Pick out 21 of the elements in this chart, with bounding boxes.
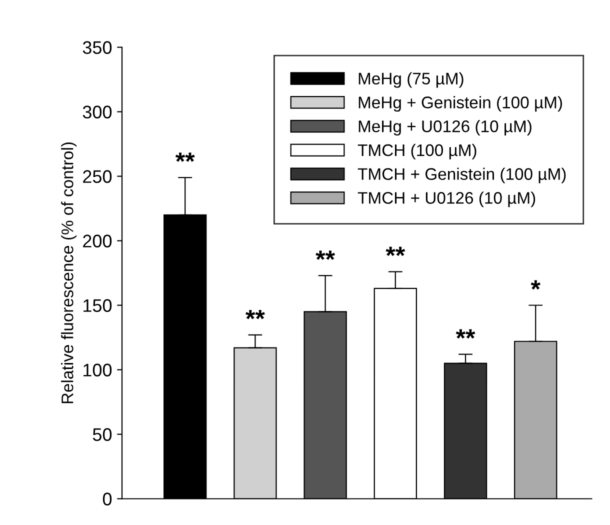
- y-axis-title: Relative fluorescence (% of control): [61, 142, 77, 404]
- legend-label: TMCH + U0126 (10 µM): [358, 192, 536, 208]
- y-tick-label: 250: [83, 170, 112, 183]
- y-tick-label: 0: [102, 492, 112, 506]
- data-label: **: [175, 152, 195, 162]
- legend-label: MeHg + U0126 (10 µM): [358, 120, 532, 136]
- data-label: **: [456, 329, 476, 339]
- data-label: **: [246, 310, 265, 320]
- y-tick-label: 50: [92, 428, 112, 441]
- data-label: **: [386, 246, 406, 256]
- y-tick-label: 150: [84, 299, 112, 312]
- data-label: **: [316, 250, 336, 260]
- legend-label: TMCH + Genistein (100 µM): [358, 168, 566, 184]
- y-tick-label: 100: [84, 364, 112, 376]
- legend-label: MeHg + Genistein (100 µM): [358, 96, 562, 112]
- legend-label: MeHg (75 µM): [358, 72, 464, 88]
- legend-label: TMCH (100 µM): [358, 144, 476, 160]
- y-tick-label: 200: [83, 234, 112, 248]
- y-tick-label: 300: [82, 106, 112, 118]
- y-tick-label: 350: [82, 41, 112, 54]
- data-label: *: [530, 280, 540, 290]
